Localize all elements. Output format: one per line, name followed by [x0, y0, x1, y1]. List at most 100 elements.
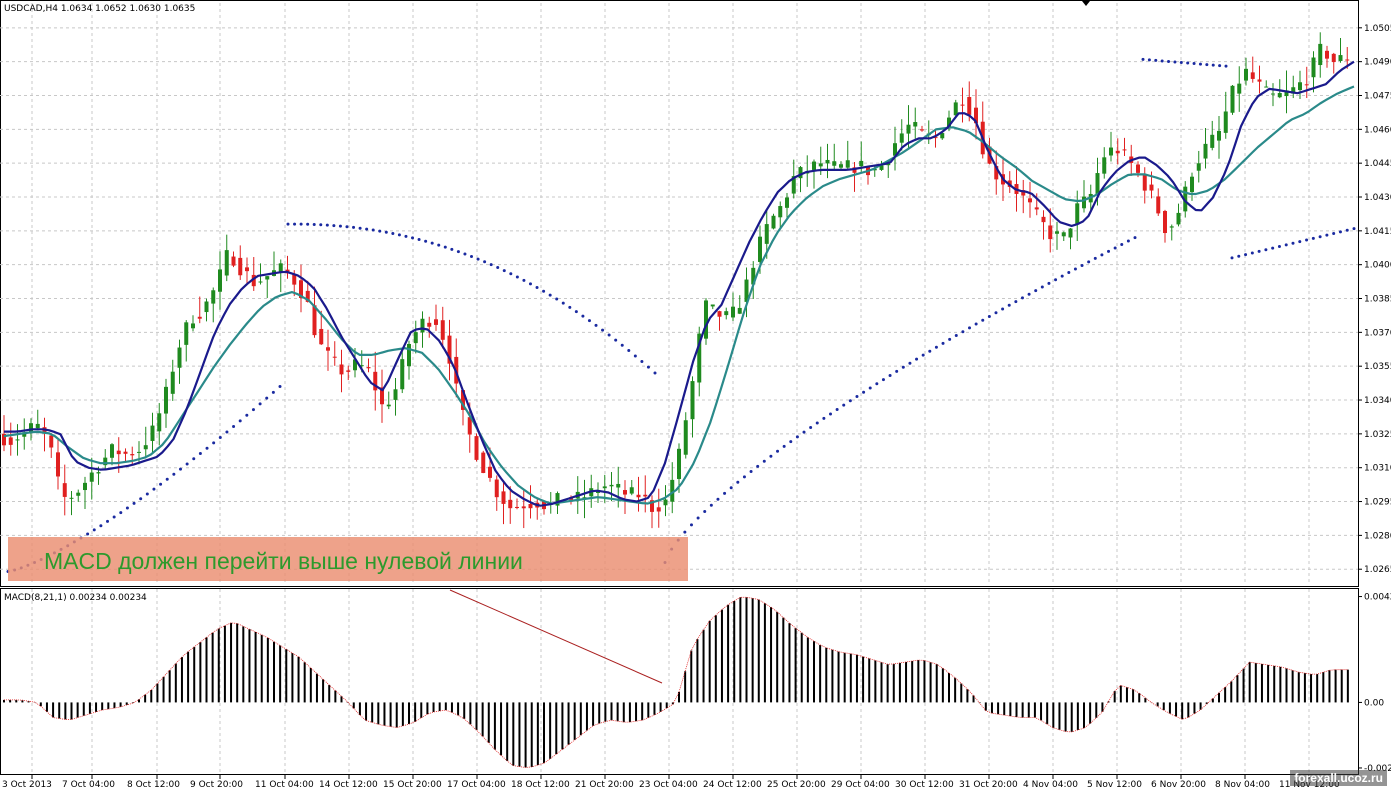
candle-body — [137, 451, 141, 453]
sar-dot — [319, 223, 323, 227]
macd-axis-label: 0.0042 — [1364, 593, 1391, 603]
macd-histogram — [3, 597, 1349, 768]
sar-dot — [689, 523, 693, 527]
candle-body — [1217, 130, 1221, 141]
candle-body — [737, 307, 742, 314]
sar-dot — [384, 230, 388, 234]
candle-body — [251, 274, 256, 287]
sar-dot — [509, 272, 513, 276]
sar-dot — [371, 228, 375, 232]
candle-body — [1048, 225, 1053, 240]
candle-body — [265, 276, 270, 280]
sar-dot — [522, 278, 526, 282]
macd-panel-frame — [0, 588, 1359, 775]
candle-body — [218, 269, 222, 292]
price-grid — [0, 3, 1358, 773]
candle-body — [96, 472, 101, 474]
macd-header: MACD(8,21,1) 0.00234 0.00234 — [4, 593, 147, 603]
candle-body — [359, 365, 364, 367]
candle-body — [494, 479, 499, 498]
candle-body — [859, 160, 864, 167]
candle-body — [211, 290, 216, 304]
sar-dot — [1001, 307, 1005, 311]
sar-dot — [92, 528, 96, 532]
candle-body — [110, 444, 114, 458]
price-axis-label: 1.0340 — [1364, 396, 1391, 406]
sar-dot — [542, 289, 546, 293]
sar-dot — [1237, 254, 1241, 258]
candle-body — [670, 479, 675, 502]
candle-body — [1210, 134, 1215, 148]
candle-body — [960, 104, 965, 106]
candle-body — [467, 417, 472, 435]
sar-dot — [1073, 267, 1077, 271]
candle-body — [197, 316, 202, 319]
candle-body — [839, 164, 843, 168]
candle-body — [663, 499, 668, 506]
candle-body — [1055, 231, 1059, 234]
sar-dot — [709, 503, 713, 507]
candle-body — [1264, 86, 1269, 88]
candle-body — [1304, 84, 1309, 86]
sar-dot — [450, 247, 454, 251]
candle-body — [1163, 210, 1167, 234]
sar-dot — [1352, 227, 1356, 231]
candle-body — [332, 356, 337, 358]
candle-body — [427, 322, 432, 327]
candle-body — [461, 390, 465, 410]
candle-body — [49, 435, 54, 448]
sar-dot — [417, 238, 421, 242]
sar-dots — [6, 57, 1356, 573]
sar-dot — [232, 424, 236, 428]
candle-body — [501, 491, 506, 504]
sar-dot — [614, 338, 618, 342]
time-axis-label: 8 Nov 04:00 — [1215, 780, 1270, 790]
price-axis-label: 1.0430 — [1364, 193, 1391, 203]
sar-dot — [496, 266, 500, 270]
sar-dot — [325, 223, 329, 227]
sar-dot — [1277, 245, 1281, 249]
candle-body — [2, 433, 6, 446]
candle-body — [744, 279, 749, 302]
candle-body — [1230, 85, 1235, 113]
candle-body — [872, 168, 877, 171]
sar-dot — [132, 501, 136, 505]
price-axis-label: 1.0265 — [1364, 565, 1391, 575]
candle-body — [299, 280, 303, 298]
sar-dot — [921, 353, 925, 357]
time-axis-label: 3 Oct 2013 — [2, 780, 52, 790]
candle-body — [164, 386, 168, 414]
candle-body — [29, 423, 33, 433]
sar-dot — [378, 229, 382, 233]
sar-dot — [749, 470, 753, 474]
sar-dot — [868, 386, 872, 390]
candle-body — [69, 497, 74, 499]
candle-body — [312, 305, 317, 336]
sar-dot — [1147, 58, 1151, 62]
candle-body — [373, 371, 378, 391]
sar-dot — [1054, 278, 1058, 282]
candle-body — [879, 165, 884, 170]
sar-dot — [1154, 58, 1158, 62]
candle-body — [636, 494, 641, 498]
candle-body — [940, 133, 945, 139]
candle-body — [56, 452, 60, 477]
sar-dot — [1244, 253, 1248, 257]
candle-body — [1284, 90, 1289, 97]
sar-dot — [1126, 239, 1130, 243]
sar-dot — [456, 250, 460, 254]
sar-dot — [1107, 249, 1111, 253]
candle-body — [1338, 55, 1343, 61]
sar-dot — [225, 430, 229, 434]
candle-body — [616, 483, 621, 488]
sar-dot — [1325, 233, 1329, 237]
candle-body — [413, 332, 418, 344]
candle-body — [1203, 143, 1208, 159]
sar-dot — [888, 373, 892, 377]
candle-body — [818, 163, 823, 167]
sar-dot — [941, 341, 945, 345]
candle-body — [690, 381, 695, 420]
sar-dot — [198, 452, 202, 456]
candle-body — [339, 364, 344, 375]
